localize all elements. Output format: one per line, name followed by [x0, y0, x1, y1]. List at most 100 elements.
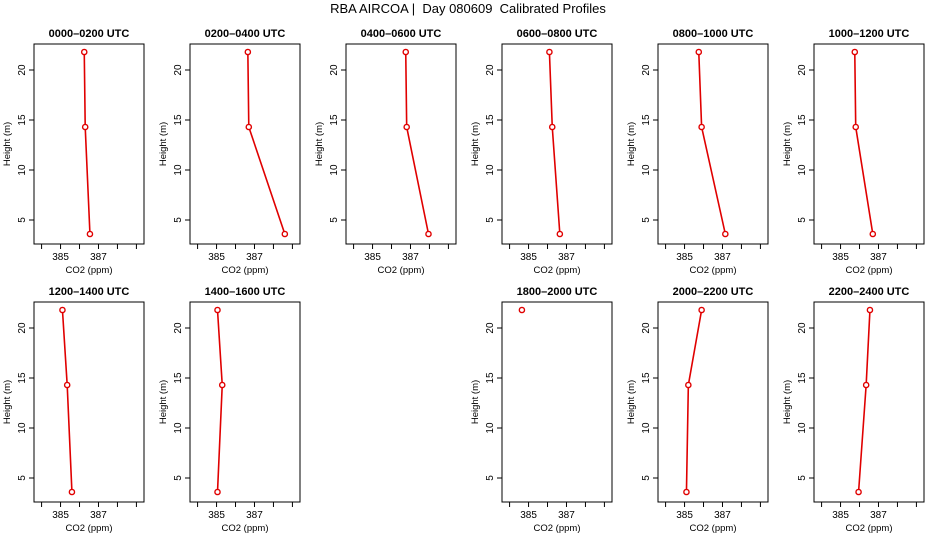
profile-point	[852, 123, 860, 131]
y-tick-label: 10	[17, 422, 28, 434]
profile-line	[247, 51, 286, 235]
panel-title: 0600–0800 UTC	[517, 28, 598, 40]
profile-point	[68, 488, 76, 496]
profile-point	[695, 48, 703, 56]
y-tick-label: 5	[485, 217, 496, 223]
profile-line	[697, 51, 727, 235]
x-axis-label: CO2 (ppm)	[66, 265, 113, 276]
y-tick-label: 10	[641, 422, 652, 434]
y-axis-label: Height (m)	[158, 122, 169, 166]
y-tick-label: 15	[329, 114, 340, 126]
y-tick-label: 20	[17, 322, 28, 334]
y-tick-label: 15	[17, 372, 28, 384]
profile-point	[214, 488, 221, 496]
x-tick-label: 387	[714, 510, 731, 521]
profile-point	[402, 48, 410, 56]
profile-point	[403, 123, 410, 131]
y-tick-label: 20	[17, 64, 28, 76]
y-tick-label: 10	[329, 164, 340, 176]
y-tick-label: 10	[485, 422, 496, 434]
panel-title: 2200–2400 UTC	[829, 286, 910, 298]
x-tick-label: 385	[520, 252, 537, 263]
y-tick-label: 20	[797, 322, 808, 334]
profile-point	[722, 230, 729, 238]
y-tick-label: 10	[797, 164, 808, 176]
x-axis-label: CO2 (ppm)	[534, 523, 581, 534]
panel-title: 1000–1200 UTC	[829, 28, 910, 40]
panel-2: 0400–0600 UTC 385 387 5 10 15 20 CO2 (ppm) Heigh…	[314, 28, 457, 276]
y-tick-label: 20	[641, 322, 652, 334]
y-axis-label: Height (m)	[626, 380, 637, 424]
x-tick-label: 385	[364, 252, 381, 263]
y-tick-label: 5	[329, 217, 340, 223]
profile-point	[80, 48, 88, 56]
y-tick-label: 20	[641, 64, 652, 76]
x-tick-label: 385	[52, 510, 69, 521]
y-tick-label: 5	[797, 475, 808, 481]
x-tick-label: 387	[870, 510, 887, 521]
y-tick-label: 20	[329, 64, 340, 76]
panel-frame	[501, 43, 613, 245]
panel-title: 0000–0200 UTC	[49, 28, 130, 40]
y-axis-label: Height (m)	[782, 380, 793, 424]
x-tick-label: 387	[90, 510, 107, 521]
panel-title: 1200–1400 UTC	[49, 286, 130, 298]
y-tick-label: 20	[173, 64, 184, 76]
profile-point	[866, 306, 874, 314]
x-tick-label: 387	[870, 252, 887, 263]
x-axis-label: CO2 (ppm)	[534, 265, 581, 276]
y-tick-label: 15	[641, 114, 652, 126]
y-tick-label: 5	[797, 217, 808, 223]
panel-frame	[189, 301, 301, 503]
x-tick-label: 385	[832, 252, 849, 263]
x-axis-label: CO2 (ppm)	[66, 523, 113, 534]
y-tick-label: 5	[17, 475, 28, 481]
profile-point	[244, 48, 252, 56]
profile-point	[518, 306, 526, 314]
panel-frame	[657, 301, 769, 503]
profile-point	[698, 306, 705, 314]
x-tick-label: 387	[90, 252, 107, 263]
panel-frame	[501, 301, 613, 503]
profile-point	[59, 306, 66, 314]
profile-line	[404, 51, 430, 235]
panel-5: 1000–1200 UTC 385 387 5 10 15 20 CO2 (ppm) Heigh…	[782, 28, 925, 276]
x-tick-label: 387	[558, 510, 575, 521]
profile-point	[81, 123, 89, 131]
x-axis-label: CO2 (ppm)	[222, 523, 269, 534]
y-tick-label: 15	[173, 114, 184, 126]
x-tick-label: 387	[714, 252, 731, 263]
panel-1: 0200–0400 UTC 385 387 5 10 15 20 CO2 (ppm) Heigh…	[158, 28, 301, 276]
y-axis-label: Height (m)	[626, 122, 637, 166]
panel-title: 0800–1000 UTC	[673, 28, 754, 40]
x-tick-label: 385	[832, 510, 849, 521]
profile-point	[683, 488, 690, 496]
profile-point	[214, 306, 221, 314]
panel-0: 0000–0200 UTC 385 387 5 10 15 20 CO2 (ppm) Heigh…	[2, 28, 145, 276]
x-axis-label: CO2 (ppm)	[846, 523, 893, 534]
profile-point	[556, 230, 564, 238]
y-axis-label: Height (m)	[314, 122, 325, 166]
profile-line	[853, 51, 874, 235]
profile-point	[851, 48, 859, 56]
y-tick-label: 20	[173, 322, 184, 334]
y-tick-label: 15	[173, 372, 184, 384]
profile-point	[245, 123, 253, 131]
y-tick-label: 10	[485, 164, 496, 176]
y-tick-label: 5	[485, 475, 496, 481]
panel-title: 0400–0600 UTC	[361, 28, 442, 40]
y-tick-label: 10	[173, 422, 184, 434]
panel-frame	[813, 43, 925, 245]
profile-line	[857, 309, 871, 493]
y-tick-label: 15	[17, 114, 28, 126]
y-axis-label: Height (m)	[782, 122, 793, 166]
panel-frame	[345, 43, 457, 245]
panel-title: 2000–2200 UTC	[673, 286, 754, 298]
y-tick-label: 5	[641, 217, 652, 223]
x-tick-label: 385	[676, 510, 693, 521]
profile-point	[86, 230, 94, 238]
y-tick-label: 5	[17, 217, 28, 223]
x-axis-label: CO2 (ppm)	[690, 265, 737, 276]
x-axis-label: CO2 (ppm)	[690, 523, 737, 534]
profile-point	[425, 230, 432, 238]
